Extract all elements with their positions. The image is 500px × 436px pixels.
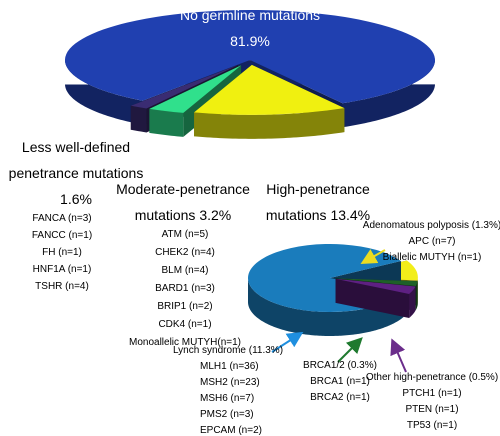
- detail-item: MSH2 (n=23): [200, 377, 260, 388]
- detail-item: PTEN (n=1): [405, 404, 459, 415]
- detail-item: APC (n=7): [408, 236, 456, 247]
- detail-item: BRCA1 (n=1): [310, 376, 370, 387]
- slice-label: Moderate-penetrance mutations 3.2%: [108, 176, 258, 228]
- slice-label: No germline mutations 81.9%: [120, 2, 380, 54]
- detail-item: Biallelic MUTYH (n=1): [382, 252, 482, 263]
- arrow: [390, 338, 407, 373]
- slice-side: [415, 281, 418, 311]
- pies: [64, 9, 435, 336]
- category-label: Less well-defined penetrance mutations: [8, 139, 144, 181]
- pie-slice: [64, 9, 435, 104]
- detail-item: PMS2 (n=3): [200, 409, 254, 420]
- slice-label: Adenomatous polyposis (1.3%): [357, 218, 500, 234]
- detail-item: MLH1 (n=36): [200, 361, 259, 372]
- slice-side: [194, 108, 345, 139]
- detail-item: TP53 (n=1): [406, 420, 458, 431]
- value-label: 1.6%: [60, 191, 92, 207]
- detail-item: CHEK2 (n=4): [155, 247, 215, 258]
- category-label: Lynch syndrome: [172, 345, 246, 356]
- pie-slice: [130, 65, 239, 109]
- detail-item: PTCH1 (n=1): [402, 388, 462, 399]
- slice-label: BRCA1/2 (0.3%): [290, 358, 390, 374]
- arrow: [337, 337, 363, 363]
- slice-side: [409, 286, 416, 318]
- detail-item: BLM (n=4): [161, 265, 209, 276]
- detail-list: BRCA1 (n=1) BRCA2 (n=1): [310, 374, 370, 406]
- category-label: Adenomatous polyposis: [362, 220, 469, 231]
- arrow: [360, 249, 386, 264]
- value-label: (0.3%): [347, 360, 377, 371]
- value-label: (11.3%): [248, 345, 284, 356]
- detail-item: HNF1A (n=1): [32, 264, 92, 275]
- category-label: Moderate-penetrance mutations: [116, 181, 250, 223]
- slice-label: Other high-penetrance (0.5%): [357, 370, 500, 386]
- pie-slice: [194, 64, 345, 115]
- detail-item: FH (n=1): [42, 247, 82, 258]
- detail-item: BARD1 (n=3): [155, 283, 215, 294]
- detail-list: MLH1 (n=36) MSH2 (n=23) MSH6 (n=7) PMS2 (n=…: [200, 359, 262, 436]
- detail-list: ATM (n=5) CHEK2 (n=4) BLM (n=4) BARD1 (n=3)…: [129, 226, 241, 352]
- category-label: Other high-penetrance: [365, 372, 466, 383]
- detail-item: BRCA2 (n=1): [310, 392, 370, 403]
- pie-slice: [335, 278, 416, 294]
- detail-item: FANCA (n=3): [32, 213, 92, 224]
- slice-side: [248, 278, 404, 336]
- category-label: BRCA1/2: [303, 360, 345, 371]
- slice-label: High-penetrance mutations 13.4%: [248, 176, 388, 228]
- detail-item: BRIP1 (n=2): [157, 301, 213, 312]
- category-label: No germline mutations: [179, 7, 321, 23]
- detail-list: PTCH1 (n=1) PTEN (n=1) TP53 (n=1): [402, 386, 461, 434]
- detail-item: TSHR (n=4): [35, 281, 89, 292]
- slice-label: Lynch syndrome (11.3%): [158, 343, 298, 359]
- category-label: High-penetrance mutations: [265, 181, 370, 223]
- value-label: 81.9%: [230, 33, 270, 49]
- value-label: 13.4%: [330, 207, 371, 223]
- pie-slice: [149, 65, 242, 113]
- arrow: [271, 331, 304, 353]
- value-label: (1.3%): [471, 220, 500, 231]
- slice-side: [149, 108, 184, 137]
- detail-list: APC (n=7) Biallelic MUTYH (n=1): [383, 234, 482, 266]
- detail-item: EPCAM (n=2): [200, 425, 262, 436]
- detail-item: CDK4 (n=1): [158, 319, 212, 330]
- detail-item: Monoallelic MUTYH(n=1): [129, 337, 241, 348]
- detail-list: FANCA (n=3) FANCC (n=1) FH (n=1) HNF1A (n=1…: [32, 210, 92, 295]
- detail-item: MSH6 (n=7): [200, 393, 255, 404]
- slice-side: [130, 105, 147, 133]
- detail-item: FANCC (n=1): [31, 230, 93, 241]
- pie-slice: [335, 278, 418, 287]
- value-label: (0.5%): [468, 372, 499, 383]
- value-label: 3.2%: [199, 207, 232, 223]
- detail-item: ATM (n=5): [161, 229, 209, 240]
- slice-label: Less well-defined penetrance mutations 1.…: [0, 134, 156, 212]
- slice-face: [335, 278, 410, 318]
